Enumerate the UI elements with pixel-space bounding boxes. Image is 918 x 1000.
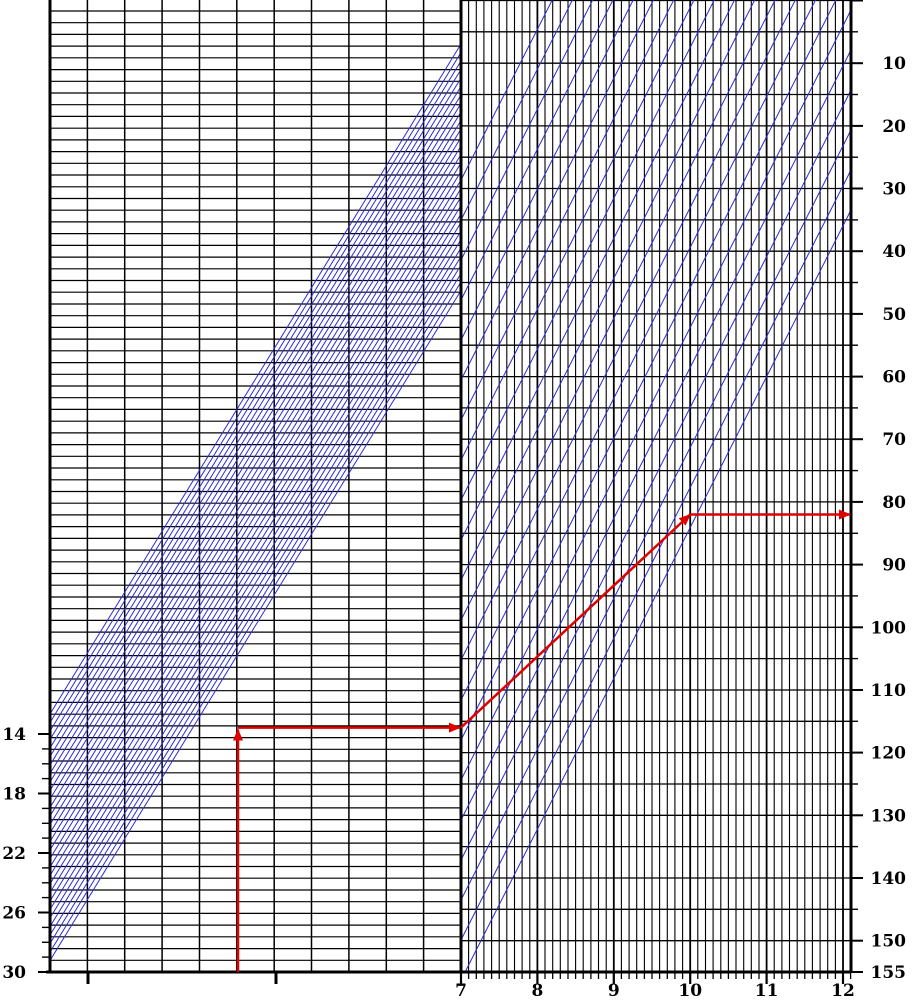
right-axis-tick-label: 80 bbox=[882, 493, 906, 513]
right-diagonal-line bbox=[460, 0, 756, 581]
right-vertical-grid bbox=[468, 0, 844, 972]
right-diagonal-line bbox=[460, 0, 837, 741]
right-diagonal-line bbox=[460, 0, 796, 661]
left-diagonal-line bbox=[49, 77, 462, 749]
left-axis-tick-label: 22 bbox=[2, 844, 26, 864]
right-diagonal-line bbox=[460, 0, 654, 381]
right-diagonal-line bbox=[460, 49, 852, 821]
right-y-axis: 10 20 30 40 50 60 70 80 90 100 110 120 130 140 150 155 bbox=[851, 0, 907, 983]
left-vertical-grid bbox=[86, 0, 425, 972]
right-axis-tick-label: 110 bbox=[871, 681, 907, 701]
right-diagonal-line bbox=[460, 0, 594, 261]
left-axis-tick-label: 18 bbox=[2, 785, 26, 805]
left-diagonal-line bbox=[49, 264, 462, 936]
right-axis-tick-label: 40 bbox=[882, 242, 906, 262]
left-diagonal-line bbox=[49, 86, 462, 757]
left-diagonal-line bbox=[49, 222, 462, 893]
bottom-x-axis: 7 8 9 10 11 12 bbox=[86, 972, 855, 1000]
right-axis-tick-label: 70 bbox=[882, 430, 906, 450]
left-diagonal-line bbox=[49, 111, 462, 783]
bottom-axis-tick-label: 8 bbox=[531, 981, 543, 1000]
bottom-axis-tick-label: 7 bbox=[455, 981, 467, 1000]
right-diagonal-line bbox=[460, 0, 634, 341]
right-diagonal-line bbox=[460, 169, 852, 941]
right-axis-tick-label: 150 bbox=[871, 932, 907, 952]
left-diagonal-line bbox=[49, 43, 462, 715]
right-diagonal-line bbox=[460, 0, 715, 501]
right-diagonal-line bbox=[460, 0, 776, 621]
right-diagonal-line bbox=[460, 89, 852, 861]
right-diagonal-line bbox=[460, 129, 852, 901]
left-diagonal-line bbox=[49, 60, 462, 732]
left-diagonal-line bbox=[49, 171, 462, 842]
left-diagonal-line bbox=[49, 188, 462, 859]
left-diagonal-line bbox=[49, 94, 462, 766]
left-diagonal-line bbox=[49, 247, 462, 919]
left-diagonal-line bbox=[49, 256, 462, 927]
left-y-axis: 14 18 22 26 30 bbox=[2, 725, 50, 983]
left-diagonal-line bbox=[49, 128, 462, 800]
left-diagonal-line bbox=[49, 120, 462, 791]
left-axis-tick-label: 14 bbox=[2, 725, 26, 745]
left-diagonal-line bbox=[49, 179, 462, 851]
right-axis-tick-label: 100 bbox=[871, 618, 907, 638]
right-axis-tick-label: 140 bbox=[871, 869, 907, 889]
right-diagonal-line bbox=[464, 209, 852, 973]
left-diagonal-line bbox=[49, 213, 462, 885]
left-diagonal-line bbox=[49, 52, 462, 723]
right-horizontal-grid bbox=[461, 0, 851, 973]
left-diagonal-line bbox=[49, 145, 462, 817]
right-diagonal-line bbox=[460, 0, 695, 461]
right-axis-tick-label: 120 bbox=[871, 744, 907, 764]
bottom-axis-tick-label: 12 bbox=[831, 981, 855, 1000]
left-diagonal-line bbox=[49, 290, 462, 961]
right-diagonal-line bbox=[460, 9, 852, 781]
left-diagonal-line bbox=[49, 196, 462, 868]
right-axis-tick-label: 10 bbox=[882, 54, 906, 74]
left-diagonal-line bbox=[49, 103, 462, 774]
right-axis-tick-label: 50 bbox=[882, 305, 906, 325]
bottom-axis-tick-label: 10 bbox=[678, 981, 702, 1000]
left-axis-tick-label: 30 bbox=[2, 963, 26, 983]
right-diagonal-line bbox=[460, 0, 817, 701]
left-diagonal-line bbox=[49, 239, 462, 910]
right-diagonal-lines bbox=[460, 0, 852, 973]
left-diagonal-band bbox=[49, 43, 462, 961]
left-diagonal-line bbox=[49, 162, 462, 834]
left-horizontal-grid bbox=[50, 10, 461, 973]
right-diagonal-line bbox=[460, 0, 573, 221]
left-diagonal-line bbox=[49, 230, 462, 902]
right-diagonal-line bbox=[460, 0, 614, 301]
right-axis-tick-label: 155 bbox=[871, 963, 907, 983]
chart-frame bbox=[46, 0, 853, 974]
left-diagonal-line bbox=[49, 137, 462, 808]
left-axis-tick-label: 26 bbox=[2, 904, 26, 924]
path-segment-diagonal bbox=[460, 513, 692, 729]
bottom-axis-tick-label: 9 bbox=[608, 981, 620, 1000]
right-axis-tick-label: 90 bbox=[882, 556, 906, 576]
right-axis-tick-label: 20 bbox=[882, 117, 906, 137]
left-diagonal-line bbox=[49, 281, 462, 953]
left-diagonal-line bbox=[49, 273, 462, 944]
right-axis-tick-label: 60 bbox=[882, 368, 906, 388]
left-diagonal-line bbox=[49, 69, 462, 740]
left-diagonal-line bbox=[49, 205, 462, 876]
example-path bbox=[233, 509, 851, 972]
bottom-axis-tick-label: 11 bbox=[755, 981, 779, 1000]
right-diagonal-line bbox=[460, 0, 553, 181]
left-diagonal-line bbox=[49, 154, 462, 825]
right-diagonal-line bbox=[460, 0, 675, 421]
right-diagonal-line bbox=[460, 0, 736, 541]
right-axis-tick-label: 30 bbox=[882, 180, 906, 200]
right-axis-tick-label: 130 bbox=[871, 806, 907, 826]
